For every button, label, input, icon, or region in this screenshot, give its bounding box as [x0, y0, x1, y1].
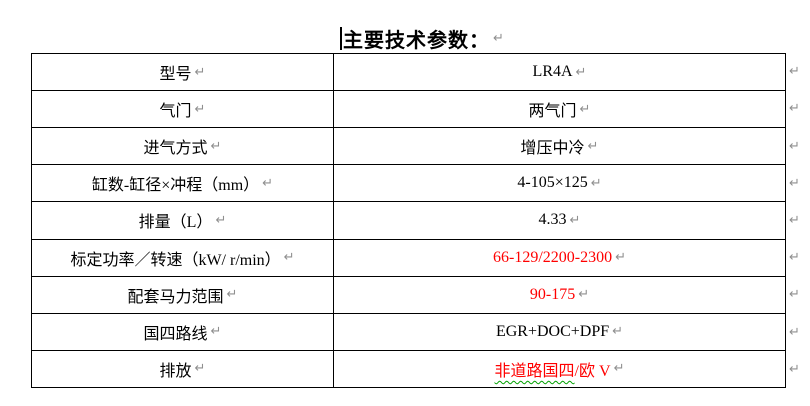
- paragraph-mark-icon: ↵: [579, 101, 591, 117]
- paragraph-mark-icon: ↵: [613, 361, 625, 377]
- param-label-cell[interactable]: 排量（L） ↵: [32, 202, 334, 239]
- paragraph-mark-icon: ↵: [210, 324, 222, 340]
- param-value: LR4A: [532, 63, 573, 81]
- paragraph-mark-icon: ↵: [569, 212, 581, 228]
- row-end-paragraph-mark-icon: ↵: [789, 101, 800, 117]
- spellcheck-underlined-text: 非道路国四: [494, 362, 575, 380]
- text-cursor: [340, 27, 342, 50]
- paragraph-mark-icon: ↵: [226, 287, 238, 303]
- table-row: 配套马力范围 ↵ 90-175 ↵: [32, 276, 785, 314]
- paragraph-mark-icon: ↵: [215, 212, 227, 228]
- param-label: 标定功率／转速（kW/ r/min）: [70, 251, 281, 269]
- param-label-cell[interactable]: 型号 ↵: [32, 54, 334, 91]
- paragraph-mark-icon: ↵: [283, 250, 295, 266]
- param-label: 气门: [159, 103, 192, 121]
- row-end-paragraph-mark-icon: ↵: [789, 212, 800, 228]
- page-title-text: 主要技术参数：: [343, 30, 490, 52]
- row-end-paragraph-mark-icon: ↵: [789, 324, 800, 340]
- param-value-cell[interactable]: 4-105×125 ↵: [334, 165, 785, 201]
- param-value-cell[interactable]: 90-175 ↵: [334, 277, 785, 313]
- row-end-paragraph-mark-icon: ↵: [789, 361, 800, 377]
- param-label-cell[interactable]: 配套马力范围 ↵: [32, 276, 334, 313]
- table-row: 排放 ↵ 非道路国四/欧 V ↵: [32, 350, 785, 387]
- param-label: 排量（L）: [138, 214, 213, 232]
- row-end-paragraph-mark-icon: ↵: [789, 287, 800, 303]
- table-row: 排量（L） ↵ 4.33 ↵: [32, 202, 785, 240]
- param-value: 90-175: [529, 285, 576, 303]
- table-row: 气门 ↵ 两气门 ↵: [32, 91, 785, 129]
- table-row: 标定功率／转速（kW/ r/min） ↵ 66-129/2200-2300 ↵: [32, 239, 785, 277]
- param-value: 两气门: [528, 103, 577, 121]
- param-value-cell[interactable]: EGR+DOC+DPF ↵: [334, 314, 785, 350]
- paragraph-mark-icon: ↵: [578, 287, 590, 303]
- param-value: EGR+DOC+DPF: [495, 322, 610, 340]
- row-end-paragraph-mark-icon: ↵: [789, 250, 800, 266]
- param-value: 66-129/2200-2300: [492, 248, 613, 266]
- paragraph-mark-icon: ↵: [587, 138, 599, 154]
- paragraph-mark-icon: ↵: [194, 361, 206, 377]
- param-value-cell[interactable]: 66-129/2200-2300 ↵: [334, 240, 785, 276]
- param-value: 增压中冷: [520, 140, 585, 158]
- page-title[interactable]: 主要技术参数： ↵: [340, 24, 504, 53]
- param-label: 国四路线: [143, 325, 208, 343]
- param-label-cell[interactable]: 标定功率／转速（kW/ r/min） ↵: [32, 239, 334, 276]
- paragraph-mark-icon: ↵: [575, 64, 587, 80]
- param-value-cell[interactable]: 4.33 ↵: [334, 202, 785, 238]
- param-value: 4.33: [538, 211, 567, 229]
- paragraph-mark-icon: ↵: [262, 175, 274, 191]
- parameters-table: 型号 ↵ LR4A ↵ 气门 ↵ 两气门 ↵ 进气方式 ↵ 增压中冷 ↵ 缸数-缸径×冲程（mm） ↵ 4-…: [31, 53, 786, 388]
- table-row: 国四路线 ↵ EGR+DOC+DPF ↵: [32, 313, 785, 351]
- param-label-cell[interactable]: 国四路线 ↵: [32, 313, 334, 350]
- paragraph-mark-icon: ↵: [590, 175, 602, 191]
- paragraph-mark-icon: ↵: [615, 250, 626, 266]
- paragraph-mark-icon: ↵: [493, 31, 504, 46]
- param-label: 进气方式: [143, 140, 208, 158]
- param-label-cell[interactable]: 进气方式 ↵: [32, 128, 334, 165]
- param-label: 缸数-缸径×冲程（mm）: [91, 177, 260, 195]
- param-label: 配套马力范围: [127, 288, 224, 306]
- param-value-cell[interactable]: LR4A ↵: [334, 54, 785, 90]
- paragraph-mark-icon: ↵: [210, 138, 222, 154]
- table-row: 进气方式 ↵ 增压中冷 ↵: [32, 128, 785, 166]
- param-value: 非道路国四/欧 V: [494, 362, 611, 380]
- param-value-cell[interactable]: 两气门 ↵: [334, 91, 785, 127]
- param-label-cell[interactable]: 排放 ↵: [32, 350, 334, 387]
- param-value-cell[interactable]: 增压中冷 ↵: [334, 128, 785, 164]
- paragraph-mark-icon: ↵: [194, 101, 206, 117]
- paragraph-mark-icon: ↵: [194, 64, 206, 80]
- param-label: 排放: [159, 362, 192, 380]
- row-end-paragraph-mark-icon: ↵: [789, 64, 800, 80]
- paragraph-mark-icon: ↵: [612, 324, 624, 340]
- table-row: 缸数-缸径×冲程（mm） ↵ 4-105×125 ↵: [32, 165, 785, 203]
- row-end-marks: ↵ ↵ ↵ ↵ ↵ ↵ ↵ ↵ ↵: [789, 53, 809, 388]
- param-value: 4-105×125: [517, 174, 588, 192]
- param-value-cell[interactable]: 非道路国四/欧 V ↵: [334, 351, 785, 387]
- param-label-cell[interactable]: 缸数-缸径×冲程（mm） ↵: [32, 165, 334, 202]
- row-end-paragraph-mark-icon: ↵: [789, 138, 800, 154]
- param-label: 型号: [159, 66, 192, 84]
- table-row: 型号 ↵ LR4A ↵: [32, 54, 785, 92]
- param-label-cell[interactable]: 气门 ↵: [32, 91, 334, 128]
- row-end-paragraph-mark-icon: ↵: [789, 175, 800, 191]
